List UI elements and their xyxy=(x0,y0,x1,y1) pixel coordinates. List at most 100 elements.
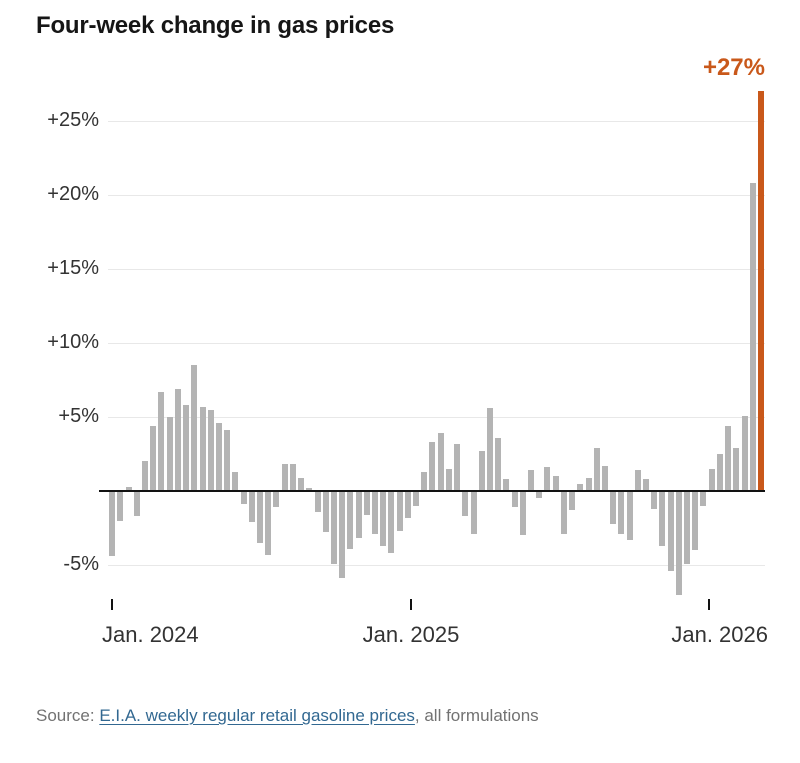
y-tick-label: +10% xyxy=(47,331,99,353)
bar xyxy=(470,491,477,534)
bar xyxy=(142,461,149,491)
bar xyxy=(577,483,584,491)
source-line: Source: E.I.A. weekly regular retail gas… xyxy=(36,706,539,726)
bar xyxy=(569,491,576,511)
bar xyxy=(552,476,559,491)
bar xyxy=(388,491,395,554)
bar xyxy=(396,491,403,531)
bar xyxy=(404,491,411,518)
bar xyxy=(610,491,617,524)
bar xyxy=(519,491,526,536)
bar xyxy=(281,464,288,491)
x-tick-Jan. 2026 xyxy=(708,599,710,610)
bar xyxy=(618,491,625,534)
bar xyxy=(330,491,337,564)
gridline-+10% xyxy=(108,343,765,344)
source-prefix: Source: xyxy=(36,706,100,725)
bar xyxy=(528,470,535,491)
bar xyxy=(298,477,305,491)
bar xyxy=(215,422,222,491)
bar xyxy=(626,491,633,540)
source-suffix: , all formulations xyxy=(414,706,539,725)
bar xyxy=(183,405,190,491)
highlight-value-label: +27% xyxy=(702,54,765,81)
bar xyxy=(684,491,691,564)
bar xyxy=(585,477,592,491)
bar xyxy=(601,465,608,491)
x-tick-Jan. 2025 xyxy=(410,599,412,610)
bar xyxy=(240,491,247,505)
bar xyxy=(125,486,132,491)
bar xyxy=(651,491,658,509)
y-tick-label: +5% xyxy=(58,405,99,427)
bar xyxy=(133,491,140,517)
bar xyxy=(413,491,420,506)
y-tick-label: -5% xyxy=(63,553,99,575)
bar xyxy=(314,491,321,512)
y-tick-label: +25% xyxy=(47,109,99,131)
bar xyxy=(634,470,641,491)
bar xyxy=(741,415,748,491)
y-tick-label: +20% xyxy=(47,183,99,205)
bar xyxy=(536,491,543,499)
chart-title: Four-week change in gas prices xyxy=(36,12,395,39)
bar xyxy=(749,183,756,491)
bar xyxy=(659,491,666,546)
bar xyxy=(150,425,157,491)
bar xyxy=(166,417,173,491)
source-link[interactable]: E.I.A. weekly regular retail gasoline pr… xyxy=(99,706,415,725)
gridline--5% xyxy=(108,565,765,566)
bar xyxy=(454,443,461,491)
bar xyxy=(700,491,707,506)
bar xyxy=(371,491,378,534)
bar xyxy=(692,491,699,551)
bar xyxy=(306,488,313,491)
gridline-+20% xyxy=(108,195,765,196)
bar xyxy=(544,467,551,491)
bar xyxy=(716,454,723,491)
bar xyxy=(347,491,354,549)
x-axis-label-jan-2026: Jan. 2026 xyxy=(671,622,768,647)
bar xyxy=(725,425,732,491)
bar xyxy=(224,430,231,491)
bar xyxy=(207,409,214,491)
bar xyxy=(380,491,387,546)
bar xyxy=(708,468,715,491)
bar xyxy=(429,442,436,491)
bar xyxy=(322,491,329,533)
gridline-+5% xyxy=(108,417,765,418)
bar xyxy=(232,471,239,491)
y-tick-label: +15% xyxy=(47,257,99,279)
bar xyxy=(495,437,502,491)
bar xyxy=(339,491,346,579)
bar xyxy=(643,479,650,491)
x-tick-Jan. 2024 xyxy=(111,599,113,610)
bar xyxy=(462,491,469,517)
bar xyxy=(733,448,740,491)
bar xyxy=(503,479,510,491)
bar xyxy=(511,491,518,508)
bar xyxy=(478,451,485,491)
bar xyxy=(486,408,493,491)
bar xyxy=(248,491,255,523)
bar xyxy=(667,491,674,571)
bar xyxy=(257,491,264,543)
bar xyxy=(199,406,206,491)
gridline-+25% xyxy=(108,121,765,122)
x-axis-label-jan-2025: Jan. 2025 xyxy=(362,622,460,647)
bar xyxy=(273,491,280,508)
bar xyxy=(174,388,181,491)
bar xyxy=(191,365,198,491)
bar xyxy=(289,464,296,491)
bar xyxy=(355,491,362,539)
bar xyxy=(675,491,682,595)
x-axis-label-jan-2024: Jan. 2024 xyxy=(102,622,199,647)
bar xyxy=(421,471,428,491)
bar xyxy=(445,468,452,491)
bar xyxy=(117,491,124,521)
bar xyxy=(437,433,444,491)
bar xyxy=(560,491,567,534)
highlight-bar xyxy=(757,91,764,491)
bar xyxy=(158,391,165,491)
